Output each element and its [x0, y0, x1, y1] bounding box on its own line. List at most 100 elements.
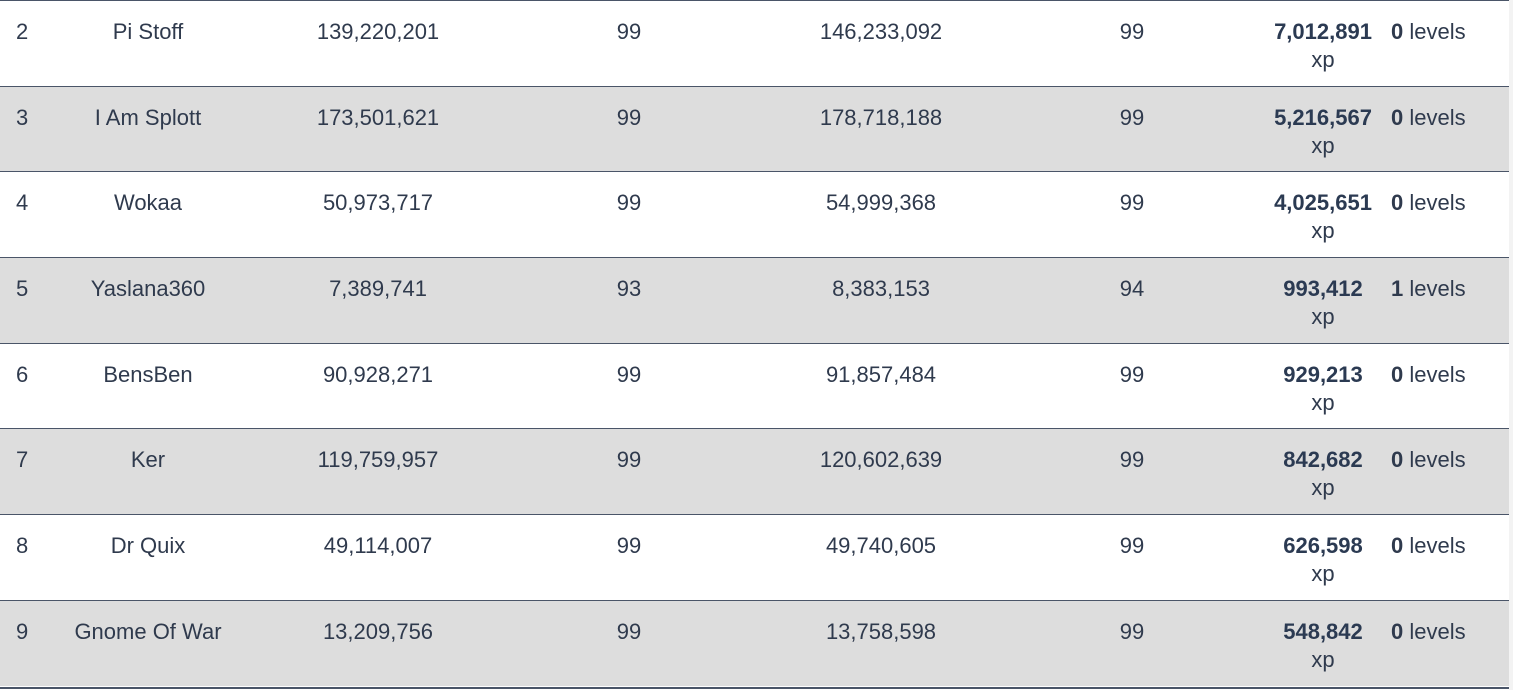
start-level-cell: 99: [505, 514, 753, 601]
end-level-cell: 99: [1009, 171, 1255, 258]
page-right-gutter: [1509, 0, 1513, 690]
levels-gained-cell: 1 levels: [1391, 257, 1509, 344]
levels-gained-cell: 0 levels: [1391, 171, 1509, 258]
end-xp-cell: 178,718,188: [753, 85, 1009, 172]
table-row: 6 BensBen 90,928,271 99 91,857,484 99 92…: [0, 342, 1509, 429]
levels-gained-cell: 0 levels: [1391, 514, 1509, 601]
xp-unit: xp: [1311, 475, 1335, 501]
xp-unit: xp: [1311, 389, 1335, 415]
rank-cell: 9: [0, 599, 45, 686]
levels-gained-value: 0: [1391, 361, 1404, 387]
end-level-cell: 99: [1009, 514, 1255, 601]
rank-cell: 4: [0, 171, 45, 258]
xp-gain-cell: 626,598 xp: [1255, 514, 1391, 601]
xp-gain-value: 5,216,567: [1274, 104, 1372, 130]
end-xp-cell: 91,857,484: [753, 342, 1009, 429]
xp-gain-cell: 548,842 xp: [1255, 599, 1391, 686]
start-level-cell: 99: [505, 171, 753, 258]
xp-gain-value: 548,842: [1283, 618, 1363, 644]
start-level-cell: 99: [505, 599, 753, 686]
rank-cell: 2: [0, 0, 45, 87]
player-name-link[interactable]: Wokaa: [45, 171, 251, 258]
levels-unit: levels: [1409, 361, 1466, 387]
levels-gained-value: 0: [1391, 190, 1404, 216]
levels-gained-cell: 0 levels: [1391, 342, 1509, 429]
end-level-cell: 99: [1009, 342, 1255, 429]
levels-gained-value: 0: [1391, 104, 1404, 130]
player-name-link[interactable]: Gnome Of War: [45, 599, 251, 686]
xp-gain-cell: 7,012,891 xp: [1255, 0, 1391, 87]
player-name-link[interactable]: BensBen: [45, 342, 251, 429]
xp-gain-value: 626,598: [1283, 533, 1363, 559]
xp-gain-cell: 5,216,567 xp: [1255, 85, 1391, 172]
levels-gained-value: 1: [1391, 276, 1404, 302]
start-level-cell: 99: [505, 428, 753, 515]
levels-unit: levels: [1409, 190, 1466, 216]
levels-gained-cell: 0 levels: [1391, 85, 1509, 172]
table-row: 8 Dr Quix 49,114,007 99 49,740,605 99 62…: [0, 514, 1509, 601]
player-name-link[interactable]: I Am Splott: [45, 85, 251, 172]
player-name-link[interactable]: Ker: [45, 428, 251, 515]
levels-gained-cell: 0 levels: [1391, 599, 1509, 686]
end-xp-cell: 13,758,598: [753, 599, 1009, 686]
start-level-cell: 99: [505, 85, 753, 172]
start-xp-cell: 13,209,756: [251, 599, 505, 686]
start-level-cell: 93: [505, 257, 753, 344]
levels-unit: levels: [1409, 533, 1466, 559]
xp-unit: xp: [1311, 561, 1335, 587]
table-row: 7 Ker 119,759,957 99 120,602,639 99 842,…: [0, 428, 1509, 515]
rank-cell: 6: [0, 342, 45, 429]
xp-gain-cell: 929,213 xp: [1255, 342, 1391, 429]
xp-unit: xp: [1311, 304, 1335, 330]
rank-cell: 7: [0, 428, 45, 515]
start-xp-cell: 49,114,007: [251, 514, 505, 601]
start-xp-cell: 119,759,957: [251, 428, 505, 515]
xp-gain-value: 7,012,891: [1274, 19, 1372, 44]
xp-gain-value: 4,025,651: [1274, 190, 1372, 216]
levels-gained-cell: 0 levels: [1391, 0, 1509, 87]
start-level-cell: 99: [505, 0, 753, 87]
xp-gain-cell: 4,025,651 xp: [1255, 171, 1391, 258]
start-xp-cell: 90,928,271: [251, 342, 505, 429]
start-level-cell: 99: [505, 342, 753, 429]
end-level-cell: 99: [1009, 85, 1255, 172]
player-name-link[interactable]: Dr Quix: [45, 514, 251, 601]
xp-unit: xp: [1311, 646, 1335, 672]
end-level-cell: 99: [1009, 428, 1255, 515]
table-row: 2 Pi Stoff 139,220,201 99 146,233,092 99…: [0, 0, 1509, 87]
start-xp-cell: 7,389,741: [251, 257, 505, 344]
table-row: 5 Yaslana360 7,389,741 93 8,383,153 94 9…: [0, 257, 1509, 344]
levels-gained-value: 0: [1391, 533, 1404, 559]
levels-gained-value: 0: [1391, 447, 1404, 473]
end-xp-cell: 8,383,153: [753, 257, 1009, 344]
rank-cell: 5: [0, 257, 45, 344]
player-name-link[interactable]: Yaslana360: [45, 257, 251, 344]
start-xp-cell: 50,973,717: [251, 171, 505, 258]
table-row: 9 Gnome Of War 13,209,756 99 13,758,598 …: [0, 599, 1509, 686]
levels-gained-value: 0: [1391, 19, 1404, 44]
table-bottom-divider: [0, 687, 1509, 689]
levels-unit: levels: [1409, 19, 1466, 44]
xp-gain-cell: 993,412 xp: [1255, 257, 1391, 344]
xp-gain-value: 929,213: [1283, 361, 1363, 387]
rank-cell: 3: [0, 85, 45, 172]
end-level-cell: 99: [1009, 0, 1255, 87]
xp-gain-value: 993,412: [1283, 276, 1363, 302]
start-xp-cell: 139,220,201: [251, 0, 505, 87]
xp-gain-cell: 842,682 xp: [1255, 428, 1391, 515]
table-row: 4 Wokaa 50,973,717 99 54,999,368 99 4,02…: [0, 171, 1509, 258]
xp-gain-value: 842,682: [1283, 447, 1363, 473]
levels-unit: levels: [1409, 104, 1466, 130]
player-name-link[interactable]: Pi Stoff: [45, 0, 251, 87]
levels-unit: levels: [1409, 276, 1466, 302]
levels-unit: levels: [1409, 618, 1466, 644]
xp-unit: xp: [1311, 132, 1335, 158]
levels-gained-value: 0: [1391, 618, 1404, 644]
end-xp-cell: 146,233,092: [753, 0, 1009, 87]
start-xp-cell: 173,501,621: [251, 85, 505, 172]
xp-unit: xp: [1311, 47, 1335, 72]
levels-gained-cell: 0 levels: [1391, 428, 1509, 515]
